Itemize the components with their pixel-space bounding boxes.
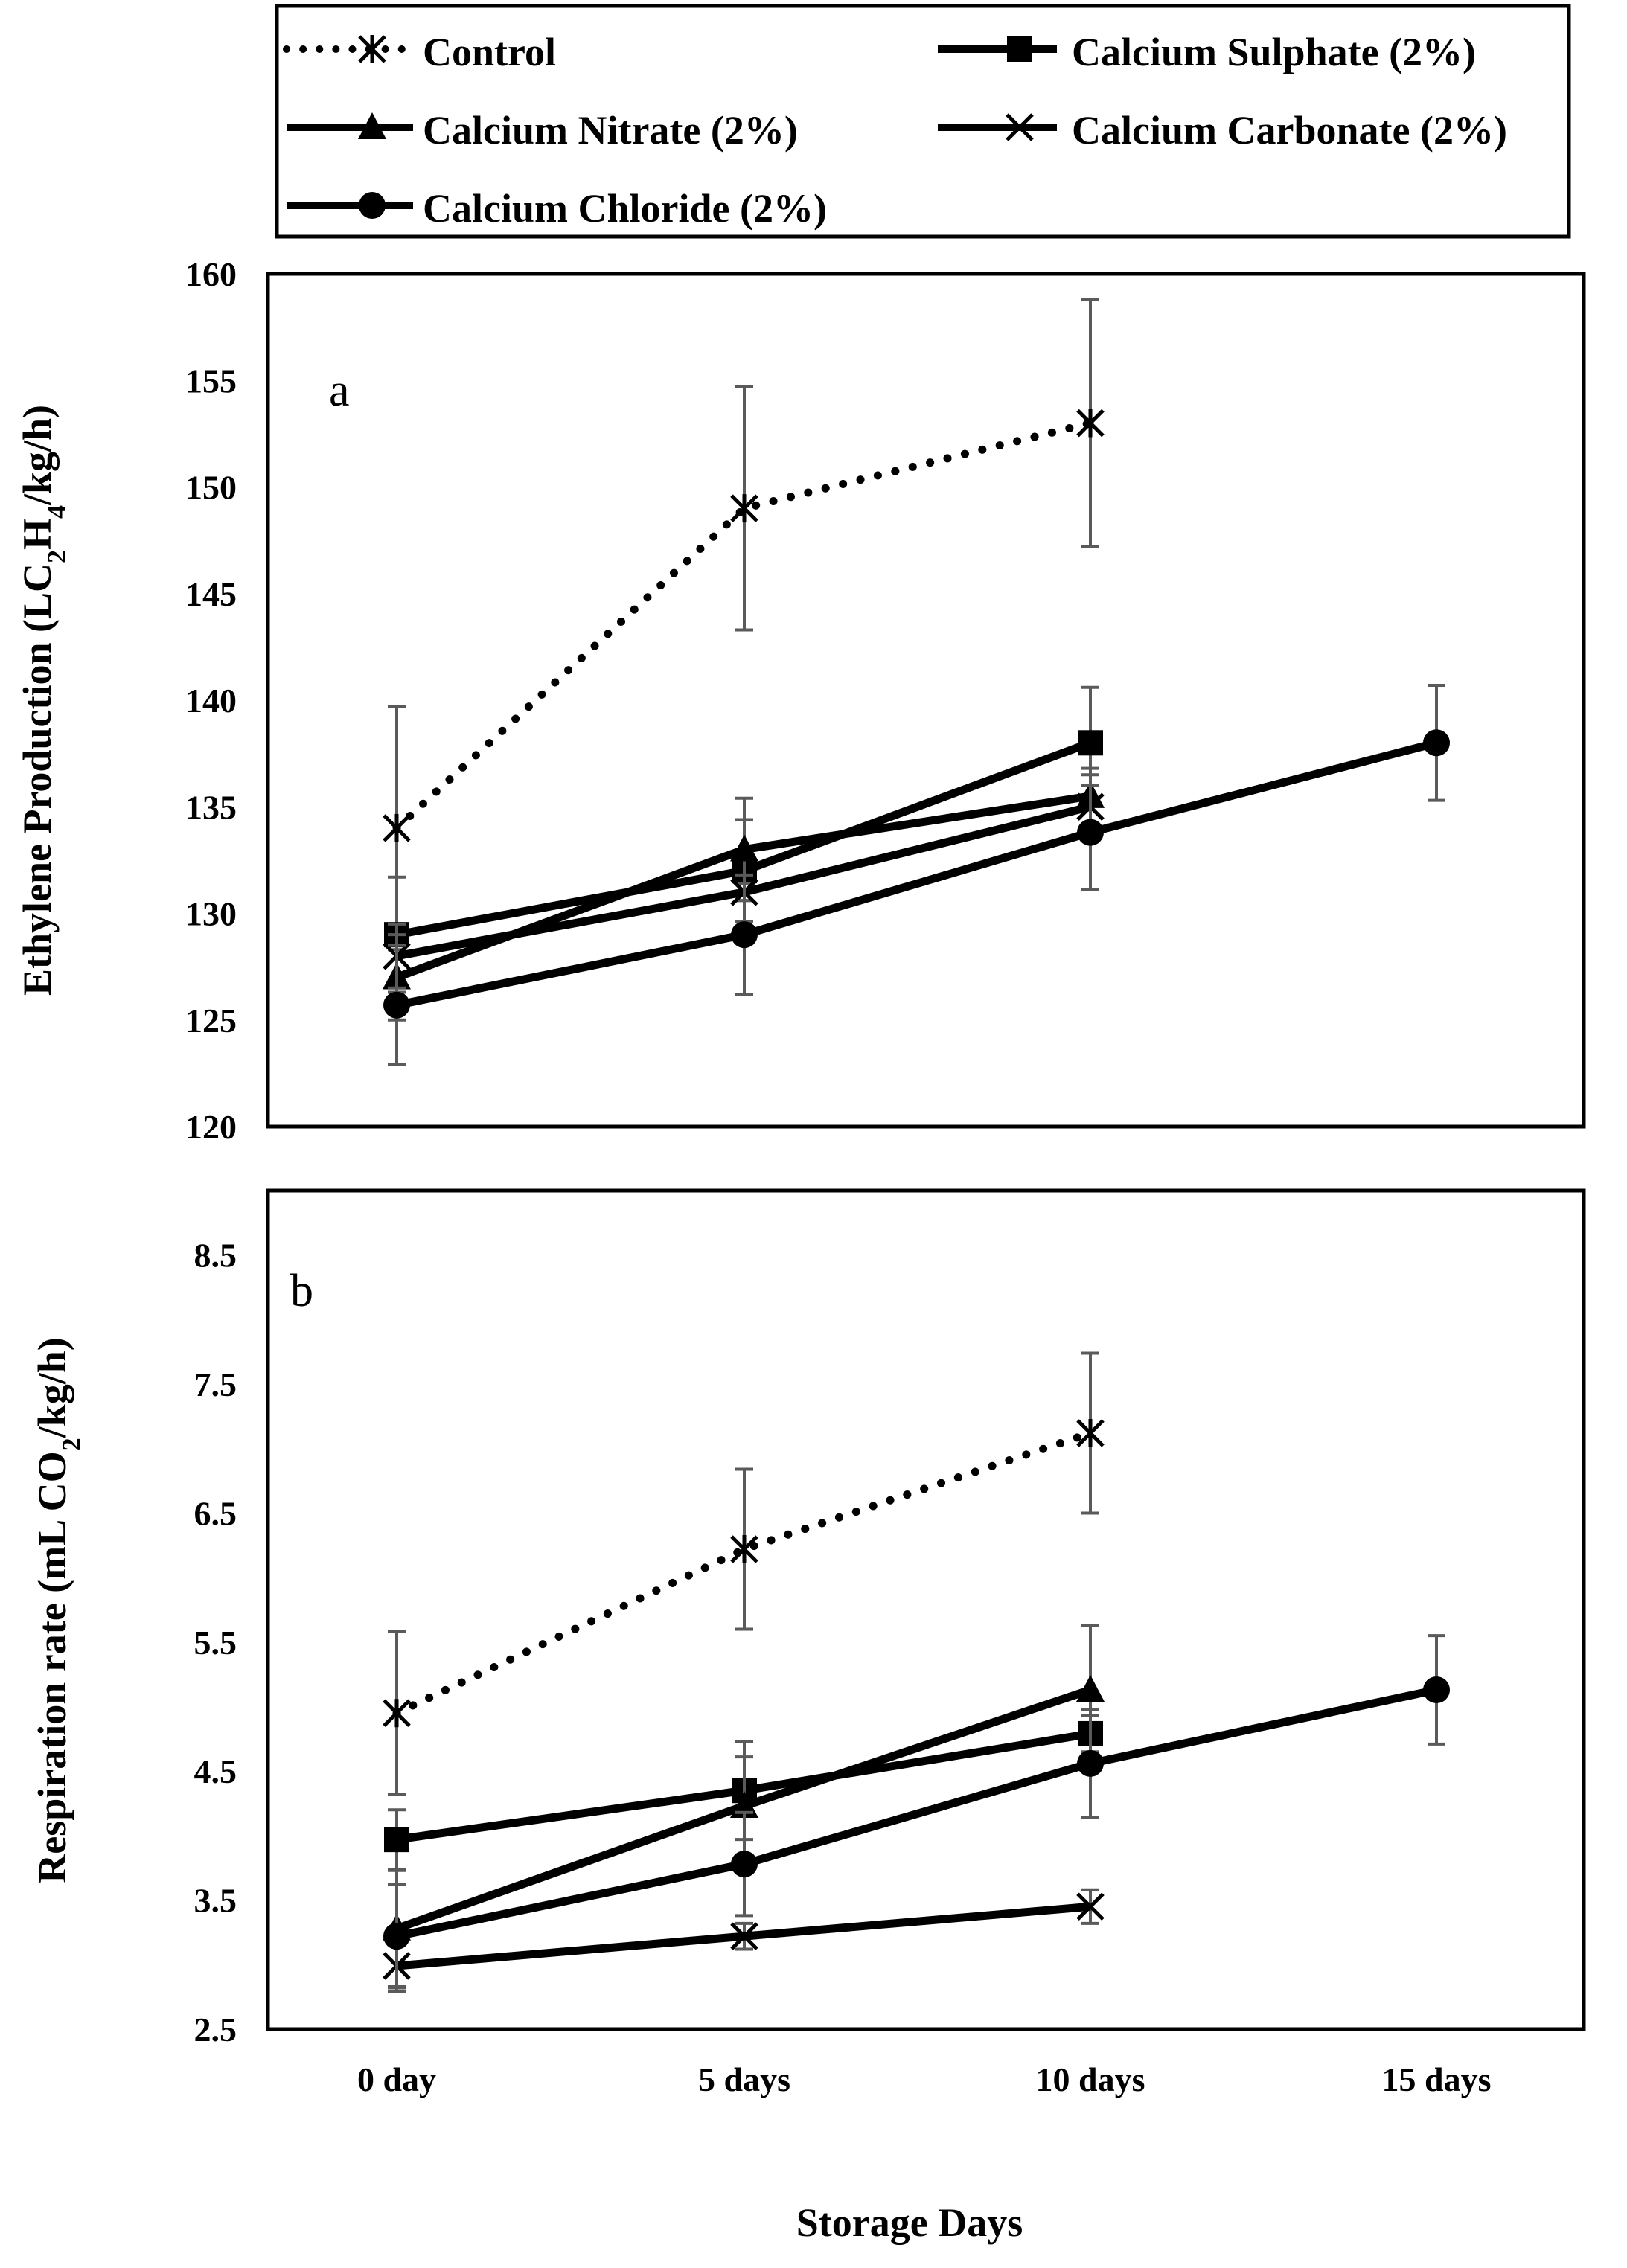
legend-label-calcium-nitrate: Calcium Nitrate (2%) bbox=[423, 108, 798, 153]
legend-label-calcium-sulphate: Calcium Sulphate (2%) bbox=[1072, 30, 1476, 74]
data-point bbox=[384, 1827, 409, 1853]
y-tick-label: 6.5 bbox=[194, 1494, 237, 1532]
data-point bbox=[730, 494, 758, 523]
series-line bbox=[392, 1429, 1095, 1717]
series-calcium-chloride bbox=[383, 683, 1450, 1066]
y-tick-label: 3.5 bbox=[194, 1882, 237, 1920]
x-tick-label: 0 day bbox=[357, 2060, 436, 2098]
series-control bbox=[383, 1351, 1105, 1796]
y-tick-label: 135 bbox=[185, 788, 237, 826]
panel-label-b: b bbox=[290, 1266, 313, 1316]
legend-label-control: Control bbox=[423, 30, 556, 74]
y-tick-label: 150 bbox=[185, 469, 237, 507]
legend-marker-calcium-chloride bbox=[359, 192, 386, 219]
data-point bbox=[1076, 1674, 1105, 1702]
data-point bbox=[383, 813, 411, 842]
legend-label-calcium-chloride: Calcium Chloride (2%) bbox=[423, 186, 827, 231]
y-tick-label: 145 bbox=[185, 575, 237, 613]
y-tick-label: 4.5 bbox=[194, 1752, 237, 1790]
data-point bbox=[731, 1851, 758, 1878]
y-tick-label: 8.5 bbox=[194, 1237, 237, 1275]
data-point bbox=[1077, 819, 1104, 846]
x-axis-title: Storage Days bbox=[796, 2200, 1023, 2245]
legend-marker-calcium-sulphate bbox=[1007, 36, 1032, 62]
data-point bbox=[730, 834, 758, 862]
data-point bbox=[1078, 730, 1103, 756]
data-point bbox=[1076, 1892, 1105, 1921]
x-tick-label: 5 days bbox=[698, 2060, 790, 2098]
data-point bbox=[731, 921, 758, 949]
legend: Control Calcium Sulphate (2%) Calcium Ni… bbox=[275, 4, 1571, 239]
y-axis-title-b: Respiration rate (mL CO2/kg/h) bbox=[30, 1337, 86, 1883]
series-calcium-chloride bbox=[383, 1634, 1450, 1990]
data-point bbox=[1423, 729, 1450, 757]
y-tick-label: 7.5 bbox=[194, 1365, 237, 1403]
chart-panel-a: a Ethylene Production (LC2H4/kg/h) 120 12… bbox=[15, 255, 1586, 1146]
y-tick-label: 120 bbox=[185, 1108, 237, 1146]
panel-label-a: a bbox=[329, 365, 350, 416]
x-tick-label: 10 days bbox=[1036, 2060, 1145, 2098]
data-point bbox=[383, 1923, 410, 1950]
x-tick-label: 15 days bbox=[1382, 2060, 1492, 2098]
legend-marker-control bbox=[358, 35, 386, 63]
series-line bbox=[392, 419, 1095, 833]
y-tick-label: 155 bbox=[185, 362, 237, 400]
plot-frame-a bbox=[266, 272, 1586, 1129]
legend-marker-calcium-nitrate bbox=[358, 112, 386, 139]
y-tick-label: 125 bbox=[185, 1002, 237, 1040]
y-tick-label: 140 bbox=[185, 682, 237, 720]
y-axis-title-a: Ethylene Production (LC2H4/kg/h) bbox=[15, 405, 71, 996]
data-point bbox=[383, 1699, 411, 1728]
legend-marker-calcium-carbonate bbox=[1006, 113, 1034, 141]
data-point bbox=[1423, 1676, 1450, 1703]
data-point bbox=[1076, 1418, 1105, 1447]
data-point bbox=[1077, 1749, 1104, 1777]
data-point bbox=[383, 991, 410, 1019]
series-line bbox=[395, 1685, 1438, 1941]
y-tick-label: 160 bbox=[185, 255, 237, 293]
y-tick-label: 5.5 bbox=[194, 1624, 237, 1662]
legend-label-calcium-carbonate: Calcium Carbonate (2%) bbox=[1072, 108, 1507, 153]
x-axis-ticks: 0 day 5 days 10 days 15 days bbox=[357, 2060, 1492, 2098]
y-tick-label: 130 bbox=[185, 895, 237, 933]
legend-box bbox=[275, 4, 1571, 239]
plot-frame-b bbox=[266, 1188, 1586, 2031]
series-line bbox=[395, 738, 1438, 1010]
data-point bbox=[1076, 409, 1105, 438]
data-point bbox=[730, 1922, 758, 1950]
data-point bbox=[730, 1535, 758, 1564]
series-control bbox=[383, 298, 1105, 952]
y-tick-label: 2.5 bbox=[194, 2011, 237, 2048]
chart-panel-b: b Respiration rate (mL CO2/kg/h) 2.5 3.5 4… bbox=[30, 1188, 1586, 2048]
